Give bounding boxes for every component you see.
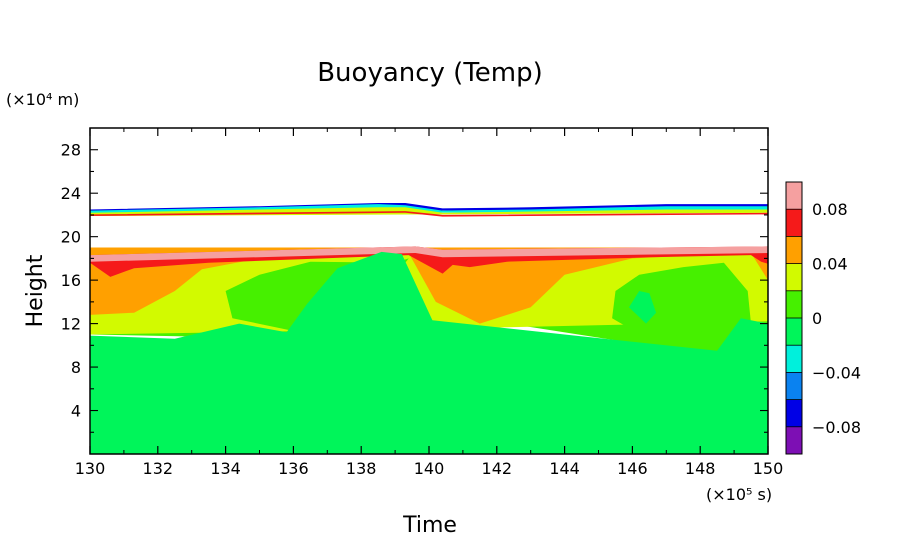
colorbar-swatch (786, 290, 802, 318)
x-tick-label: 148 (685, 459, 716, 478)
x-tick-label: 134 (210, 459, 241, 478)
y-tick-label: 4 (71, 402, 81, 421)
y-tick-label: 20 (61, 228, 81, 247)
x-tick-label: 136 (278, 459, 309, 478)
contour-region-7 (90, 251, 768, 454)
colorbar-swatch (786, 182, 802, 210)
x-tick-label: 140 (414, 459, 445, 478)
contour-region-12 (90, 211, 768, 217)
colorbar-label: 0.04 (812, 255, 848, 274)
x-tick-label: 142 (482, 459, 513, 478)
contour-region-4 (90, 246, 768, 262)
contour-regions (90, 203, 768, 454)
x-unit-label: (×10⁵ s) (706, 485, 772, 504)
y-tick-label: 12 (61, 315, 81, 334)
y-axis: 4 8 12 16 20 24 28 (61, 141, 768, 433)
x-tick-label: 138 (346, 459, 377, 478)
y-tick-label: 8 (71, 358, 81, 377)
colorbar: −0.08 −0.04 0 0.04 0.08 (785, 181, 861, 455)
x-axis: 130 132 134 136 138 140 142 144 146 148 150 (75, 128, 784, 478)
colorbar-swatch (786, 372, 802, 400)
colorbar-label: 0 (812, 309, 822, 328)
colorbar-label: −0.04 (812, 363, 861, 382)
colorbar-swatch (786, 236, 802, 264)
colorbar-swatch (786, 318, 802, 346)
y-tick-label: 28 (61, 141, 81, 160)
y-axis-title: Height (23, 254, 48, 327)
colorbar-swatch (786, 209, 802, 237)
chart-title: Buoyancy (Temp) (317, 58, 543, 88)
x-tick-label: 132 (143, 459, 174, 478)
y-unit-label: (×10⁴ m) (6, 90, 79, 109)
colorbar-label: 0.08 (812, 200, 848, 219)
contour-region-2 (90, 247, 768, 324)
x-axis-title: Time (402, 513, 457, 538)
y-tick-label: 24 (61, 184, 81, 203)
x-tick-label: 144 (549, 459, 580, 478)
x-tick-label: 130 (75, 459, 106, 478)
colorbar-label: −0.08 (812, 418, 861, 437)
colorbar-swatch (786, 345, 802, 373)
x-tick-label: 150 (753, 459, 784, 478)
contour-region-8 (629, 291, 657, 324)
y-tick-label: 16 (61, 271, 81, 290)
x-tick-label: 146 (617, 459, 648, 478)
colorbar-swatch (786, 263, 802, 291)
colorbar-swatch (786, 399, 802, 427)
colorbar-swatch (786, 426, 802, 454)
